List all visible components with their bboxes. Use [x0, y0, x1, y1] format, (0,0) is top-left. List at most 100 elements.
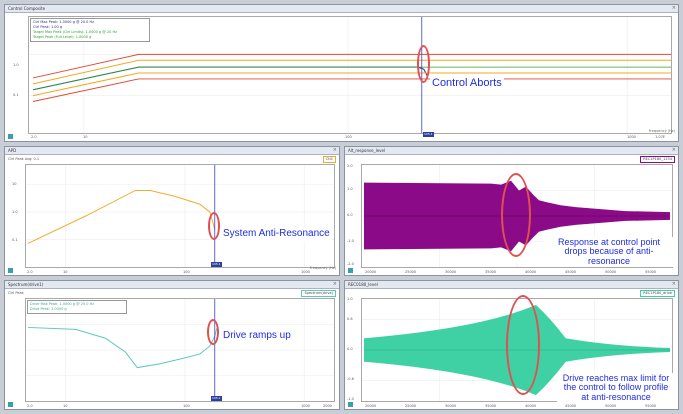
drive-level-ytick-2: 0.6	[347, 317, 353, 321]
control-plot-svg	[29, 17, 671, 133]
response-xtick-8: 55000	[645, 270, 657, 274]
control-limit-upper-red	[32, 53, 671, 79]
drive-panel-header[interactable]: Spectrum(drive1) ×	[5, 281, 339, 289]
drive-marker-badge[interactable]: 105.1	[211, 396, 222, 401]
apd-ytick-3: 0.1	[12, 238, 18, 242]
apd-panel: APD × Ctrl Peak Avg: 0.1 Ctl1 10 1.0 0.1 …	[4, 146, 340, 276]
control-ytick-1: 1.0	[13, 63, 19, 67]
drive-level-ytick-4: -0.6	[347, 377, 354, 381]
drive-level-xtick-2: 25000	[405, 404, 417, 408]
drive-subtitle: Ctrl Peak	[8, 291, 24, 295]
control-panel-title: Control Composite	[8, 6, 46, 11]
apd-marker-badge[interactable]: 105.1	[211, 262, 222, 267]
drive-legend-line-max: Drive Max Peak: 1.0000 g @ 20.0 Hz	[30, 302, 95, 306]
drive-level-panel-header[interactable]: REC0180_level ×	[345, 281, 678, 289]
drive-xtick-1: 2.0	[27, 404, 33, 408]
drive-rampup-highlight	[207, 319, 219, 345]
control-xtick-1: 2.0	[31, 135, 37, 139]
legend-line-ctrl-peak: Ctrl Peak: 1.00 g	[33, 25, 63, 29]
control-limit-upper-orange	[32, 59, 671, 85]
control-limit-lower-red	[32, 78, 671, 103]
drive-legend-box: Drive Max Peak: 1.0000 g @ 20.0 Hz Drive…	[27, 300, 127, 314]
drive-level-xtick-6: 45000	[565, 404, 577, 408]
apd-xtick-1: 2.0	[27, 270, 33, 274]
response-xtick-7: 50000	[605, 270, 617, 274]
control-xaxis-label: Frequency (Hz)	[648, 129, 675, 133]
apd-ytick-1: 10	[12, 182, 17, 186]
apd-anti-resonance-highlight	[208, 212, 220, 240]
response-legend: REC1P180_1234	[640, 156, 675, 163]
drive-level-ytick-3: 0.0	[347, 347, 353, 351]
control-composite-panel: Control Composite × Ctrl Max Peak: 1.0000…	[4, 4, 679, 142]
close-icon[interactable]: ×	[671, 147, 676, 153]
apd-panel-title: APD	[8, 148, 17, 153]
panel-corner-icon	[348, 268, 353, 273]
close-icon[interactable]: ×	[332, 147, 337, 153]
response-xtick-1: 20000	[365, 270, 377, 274]
drive-level-max-highlight	[506, 295, 540, 395]
apd-xtick-4: 1000	[301, 270, 310, 274]
control-xtick-5: 1.07E	[655, 135, 666, 139]
response-ytick-5: -2.0	[347, 262, 354, 266]
panel-corner-icon	[8, 268, 13, 273]
drive-level-ytick-1: 1.0	[347, 297, 353, 301]
response-xtick-3: 30000	[445, 270, 457, 274]
control-panel-header[interactable]: Control Composite ×	[5, 5, 678, 13]
control-limit-lower-orange	[32, 72, 671, 97]
control-legend: Ctrl Max Peak: 1.0000 g @ 20.0 Hz Ctrl P…	[30, 18, 150, 42]
drive-legend: Spectrum(drive)	[301, 290, 336, 297]
response-xtick-2: 25000	[405, 270, 417, 274]
drive-level-xtick-7: 50000	[605, 404, 617, 408]
close-icon[interactable]: ×	[671, 281, 676, 287]
response-drop-highlight	[501, 173, 531, 257]
drive-level-legend: REC1P180_drive	[640, 290, 675, 297]
drive-level-xtick-5: 40000	[525, 404, 537, 408]
legend-line-target-peak: Target Peak (Full Level): 1.0000 g	[33, 35, 92, 39]
control-xtick-4: 1000	[627, 135, 636, 139]
drive-xtick-3: 100	[183, 404, 190, 408]
control-abort-highlight	[417, 45, 430, 83]
drive-plot-area[interactable]	[25, 298, 335, 402]
drive-legend-line-peak: Drive Peak: 1.0000 g	[30, 307, 67, 311]
panel-corner-icon	[348, 402, 353, 407]
response-ytick-4: -1.0	[347, 239, 354, 243]
apd-xtick-2: 10	[63, 270, 68, 274]
legend-line-ctrl-max: Ctrl Max Peak: 1.0000 g @ 20.0 Hz	[33, 20, 94, 24]
drive-xtick-2: 10	[63, 404, 68, 408]
drive-level-panel-title: REC0180_level	[348, 282, 378, 287]
response-xtick-4: 35000	[485, 270, 497, 274]
drive-level-xtick-3: 30000	[445, 404, 457, 408]
drive-panel: Spectrum(drive1) × Ctrl Peak Spectrum(dri…	[4, 280, 340, 410]
apd-panel-header[interactable]: APD ×	[5, 147, 339, 155]
drive-level-xtick-8: 55000	[645, 404, 657, 408]
drive-panel-title: Spectrum(drive1)	[8, 282, 44, 287]
apd-plot-svg	[26, 165, 334, 267]
drive-plot-svg	[26, 299, 334, 401]
panel-corner-icon	[8, 134, 13, 139]
drive-level-max-annotation: Drive reaches max limit for the control …	[557, 373, 675, 404]
response-ytick-1: 2.0	[347, 164, 353, 168]
control-xtick-3: 100	[345, 135, 352, 139]
control-abort-annotation: Control Aborts	[430, 77, 504, 91]
response-drop-annotation: Response at control point drops because …	[545, 237, 673, 268]
drive-level-xtick-4: 35000	[485, 404, 497, 408]
response-xtick-5: 40000	[525, 270, 537, 274]
apd-plot-area[interactable]	[25, 164, 335, 268]
drive-level-panel: REC0180_level × REC1P180_drive 1.0 0.6 0.…	[344, 280, 679, 410]
close-icon[interactable]: ×	[332, 281, 337, 287]
control-plot-area[interactable]	[28, 16, 672, 134]
response-panel: Alt_response_level × REC1P180_1234 2.0 1.…	[344, 146, 679, 276]
drive-level-ytick-5: -1.0	[347, 397, 354, 401]
control-marker-badge[interactable]: 105.1	[423, 132, 434, 137]
apd-legend: Ctl1	[322, 156, 336, 163]
response-panel-header[interactable]: Alt_response_level ×	[345, 147, 678, 155]
control-xtick-2: 10	[83, 135, 88, 139]
close-icon[interactable]: ×	[671, 5, 676, 11]
response-ytick-3: 0.0	[347, 213, 353, 217]
control-target-line	[32, 66, 671, 91]
drive-xtick-5: 2000	[323, 404, 332, 408]
apd-xaxis-label: Frequency (Hz)	[309, 266, 336, 270]
apd-ytick-2: 1.0	[12, 210, 18, 214]
drive-rampup-annotation: Drive ramps up	[221, 330, 293, 343]
apd-trace	[27, 190, 216, 244]
